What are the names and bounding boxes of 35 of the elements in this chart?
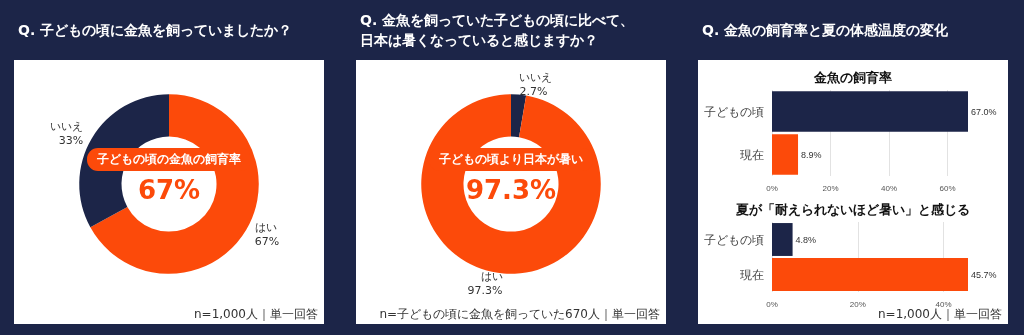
chart-title: Q. 子どもの頃に金魚を飼っていましたか？ — [18, 20, 294, 40]
x-tick-label: 0% — [766, 299, 778, 309]
data-label: 4.8% — [795, 234, 817, 245]
y-tick-label: 現在 — [740, 147, 764, 162]
data-label: 33% — [58, 133, 84, 147]
y-tick-label: 子どもの頃 — [704, 232, 764, 247]
x-tick-label: 40% — [881, 183, 898, 193]
slice-label: はい — [480, 269, 503, 283]
text: 子どもの頃の金魚の飼育率 — [87, 148, 251, 172]
text: n=1,000人｜単一回答 — [877, 307, 1002, 321]
y-tick-label: 現在 — [740, 267, 764, 282]
chart-title: Q. 金魚を飼っていた子どもの頃に比べて、日本は暑くなっていると感じますか？ — [360, 10, 636, 50]
x-tick-label: 20% — [822, 183, 839, 193]
data-label: 8.9% — [801, 149, 822, 160]
chart-subtitle: 金魚の飼育率 — [813, 70, 892, 85]
x-tick-label: 60% — [939, 183, 956, 193]
slice-label: はい — [254, 221, 277, 235]
x-tick-label: 40% — [935, 299, 952, 309]
x-tick-label: 0% — [766, 183, 778, 193]
data-label: 97.3% — [467, 283, 503, 297]
data-label: 67% — [254, 235, 280, 249]
slice-label: いいえ — [50, 119, 84, 133]
data-label: 45.7% — [971, 269, 997, 280]
chart-title: Q. 金魚の飼育率と夏の体感温度の変化 — [702, 20, 950, 40]
text: n=子どもの頃に金魚を飼っていた670人｜単一回答 — [379, 307, 661, 321]
x-tick-label: 20% — [849, 299, 866, 309]
chart-title: 夏が「耐えられないほど暑い」と感じる — [735, 202, 970, 217]
text: n=1,000人｜単一回答 — [193, 307, 318, 321]
text: 子どもの頃より日本が暑い — [429, 148, 593, 172]
data-label: 2.7% — [519, 85, 548, 99]
text: 97.3% — [465, 175, 557, 206]
data-label: 67.0% — [971, 106, 997, 117]
text: 67% — [137, 175, 201, 206]
slice-label: いいえ — [519, 71, 553, 85]
y-tick-label: 子どもの頃 — [704, 104, 764, 119]
